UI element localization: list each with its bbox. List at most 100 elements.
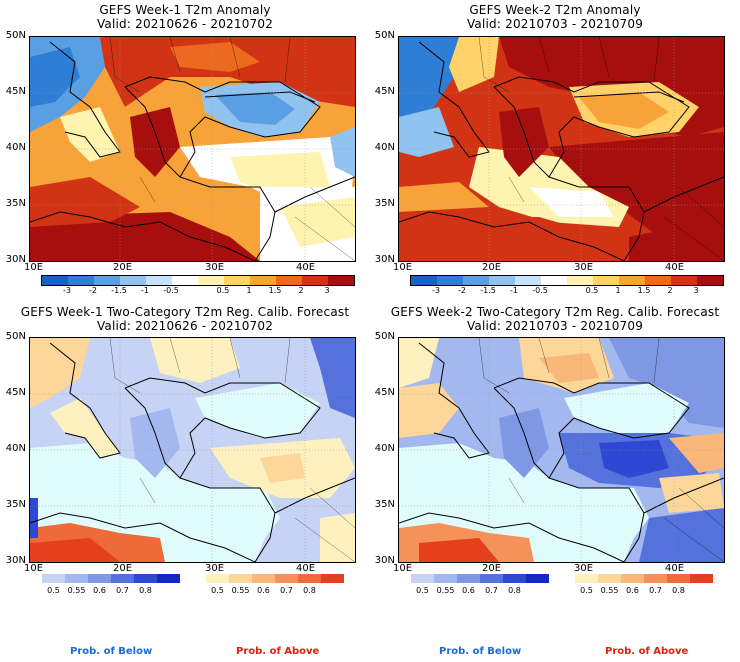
cbar1-swatch-8 bbox=[250, 276, 276, 285]
panel2-lon-30e: 30E bbox=[574, 262, 594, 273]
panel2-lon-40e: 40E bbox=[665, 262, 685, 273]
cbar2-swatch-1 bbox=[437, 276, 463, 285]
cbar2-ticks-tick-9: 3 bbox=[693, 286, 699, 295]
panel4-lat-50n: 50N bbox=[374, 331, 395, 342]
panel3-prob-above-colorbar bbox=[206, 574, 344, 583]
panel4-lat-45n: 45N bbox=[374, 387, 395, 398]
panel4-prob-below-colorbar bbox=[411, 574, 549, 583]
cbar4b-swatch-2 bbox=[457, 574, 480, 583]
cbar4a-swatch-0 bbox=[575, 574, 598, 583]
panel1-anomaly-colorbar bbox=[41, 275, 355, 286]
panel4-map bbox=[398, 337, 725, 563]
cbar1-swatch-4 bbox=[146, 276, 172, 285]
cbar1-ticks-tick-3: -1 bbox=[141, 286, 149, 295]
cbar2-swatch-10 bbox=[671, 276, 697, 285]
panel4-lat-30n: 30N bbox=[374, 555, 395, 566]
panel2-lat-40n: 40N bbox=[374, 142, 395, 153]
panel2-valid-dates: Valid: 20210703 - 20210709 bbox=[466, 17, 644, 31]
cbar4-ticks-tick-4: 0.8 bbox=[672, 586, 685, 595]
panel3-lat-35n: 35N bbox=[5, 499, 26, 510]
cbar1-swatch-11 bbox=[328, 276, 354, 285]
cbar3a-swatch-3 bbox=[275, 574, 298, 583]
panel1-lon-40e: 40E bbox=[296, 262, 316, 273]
cbar3a-swatch-5 bbox=[321, 574, 344, 583]
panel4-prob-above-colorbar bbox=[575, 574, 713, 583]
panel4-lat-35n: 35N bbox=[374, 499, 395, 510]
cbar1-swatch-9 bbox=[276, 276, 302, 285]
cbar2-swatch-3 bbox=[489, 276, 515, 285]
cbar4a-swatch-1 bbox=[598, 574, 621, 583]
panel1-lon-20e: 20E bbox=[113, 262, 133, 273]
panel2-lat-30n: 30N bbox=[374, 254, 395, 265]
cbar3b-swatch-1 bbox=[65, 574, 88, 583]
cbar2-swatch-2 bbox=[463, 276, 489, 285]
panel2-title-line1: GEFS Week-2 T2m Anomaly bbox=[469, 3, 641, 17]
panel2-anomaly-colorbar bbox=[410, 275, 724, 286]
cbar3a-swatch-4 bbox=[298, 574, 321, 583]
cbar1-ticks-tick-9: 3 bbox=[324, 286, 330, 295]
cbar3-ticks-tick-1: 0.55 bbox=[67, 586, 86, 595]
cbar2-swatch-0 bbox=[411, 276, 437, 285]
panel4-lon-10e: 10E bbox=[393, 563, 413, 574]
panel2-map bbox=[398, 36, 725, 262]
panel3-lat-50n: 50N bbox=[5, 331, 26, 342]
cbar1-ticks-tick-7: 1.5 bbox=[268, 286, 282, 295]
cbar3a-swatch-1 bbox=[229, 574, 252, 583]
panel1-lat-45n: 45N bbox=[5, 86, 26, 97]
cbar4-ticks-tick-2: 0.6 bbox=[626, 586, 639, 595]
panel3-lat-45n: 45N bbox=[5, 387, 26, 398]
panel1-valid-dates: Valid: 20210626 - 20210702 bbox=[96, 17, 274, 31]
cbar4b-swatch-0 bbox=[411, 574, 434, 583]
panel1-lat-50n: 50N bbox=[5, 30, 26, 41]
panel2-lat-45n: 45N bbox=[374, 86, 395, 97]
cbar1-ticks-tick-5: 0.5 bbox=[216, 286, 230, 295]
panel1-lat-35n: 35N bbox=[5, 198, 26, 209]
cbar2-swatch-9 bbox=[645, 276, 671, 285]
cbar2-ticks-tick-4: -0.5 bbox=[532, 286, 548, 295]
panel1-map bbox=[29, 36, 356, 262]
cbar1-swatch-0 bbox=[42, 276, 68, 285]
panel3-prob-above-label: Prob. of Above bbox=[236, 646, 320, 657]
panel3-title: GEFS Week-1 Two-Category T2m Reg. Calib.… bbox=[0, 305, 370, 333]
cbar2-ticks-tick-7: 1.5 bbox=[637, 286, 651, 295]
cbar4b-swatch-3 bbox=[480, 574, 503, 583]
panel4-valid-dates: Valid: 20210703 - 20210709 bbox=[466, 319, 644, 333]
cbar3a-swatch-2 bbox=[252, 574, 275, 583]
cbar1-swatch-10 bbox=[302, 276, 328, 285]
panel3-map bbox=[29, 337, 356, 563]
panel4-prob-below-label: Prob. of Below bbox=[439, 646, 522, 657]
panel2-lat-50n: 50N bbox=[374, 30, 395, 41]
cbar1-swatch-5 bbox=[172, 276, 198, 285]
cbar2-swatch-6 bbox=[567, 276, 593, 285]
panel1-lat-40n: 40N bbox=[5, 142, 26, 153]
cbar3-ticks-tick-3: 0.7 bbox=[116, 586, 129, 595]
panel3-lat-30n: 30N bbox=[5, 555, 26, 566]
panel3-lon-10e: 10E bbox=[24, 563, 44, 574]
cbar4-ticks-tick-1: 0.55 bbox=[600, 586, 619, 595]
panel4-lon-40e: 40E bbox=[665, 563, 685, 574]
cbar2-ticks-tick-0: -3 bbox=[432, 286, 440, 295]
cbar3-ticks-tick-4: 0.8 bbox=[303, 586, 316, 595]
cbar4-ticks-tick-2: 0.6 bbox=[462, 586, 475, 595]
panel3-lon-30e: 30E bbox=[205, 563, 225, 574]
cbar1-swatch-7 bbox=[224, 276, 250, 285]
cbar3b-swatch-4 bbox=[134, 574, 157, 583]
cbar3b-swatch-0 bbox=[42, 574, 65, 583]
panel4-lon-30e: 30E bbox=[574, 563, 594, 574]
cbar2-ticks-tick-8: 2 bbox=[667, 286, 673, 295]
cbar4a-swatch-2 bbox=[621, 574, 644, 583]
cbar4a-swatch-4 bbox=[667, 574, 690, 583]
cbar4-ticks-tick-0: 0.5 bbox=[580, 586, 593, 595]
panel1-title-line1: GEFS Week-1 T2m Anomaly bbox=[99, 3, 271, 17]
cbar2-ticks-tick-2: -1.5 bbox=[480, 286, 496, 295]
cbar2-ticks-tick-6: 1 bbox=[615, 286, 621, 295]
panel1-lon-30e: 30E bbox=[205, 262, 225, 273]
cbar4a-swatch-3 bbox=[644, 574, 667, 583]
cbar4-ticks-tick-1: 0.55 bbox=[436, 586, 455, 595]
cbar1-swatch-1 bbox=[68, 276, 94, 285]
cbar4-ticks-tick-0: 0.5 bbox=[416, 586, 429, 595]
cbar3-ticks-tick-4: 0.8 bbox=[139, 586, 152, 595]
panel4-lat-40n: 40N bbox=[374, 443, 395, 454]
cbar2-ticks-tick-5: 0.5 bbox=[585, 286, 599, 295]
panel4-lon-20e: 20E bbox=[482, 563, 502, 574]
